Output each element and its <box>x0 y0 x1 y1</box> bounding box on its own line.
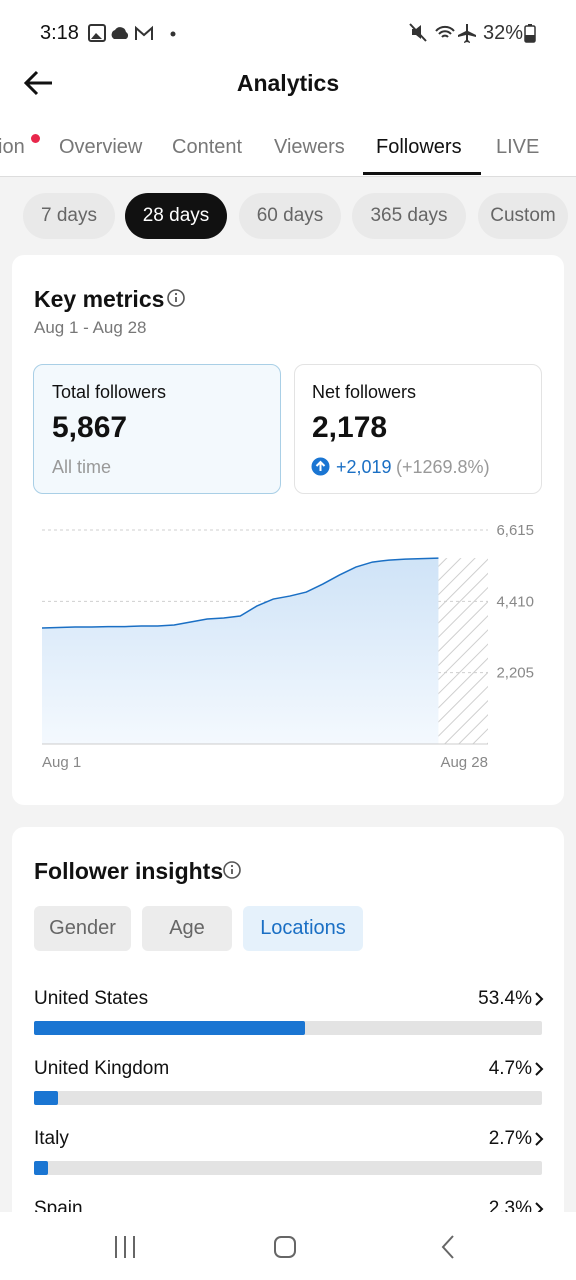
location-percent: 4.7% <box>488 1058 532 1079</box>
x-tick-label: Aug 28 <box>440 754 488 771</box>
y-tick-label: 2,205 <box>496 665 534 682</box>
metric-label: Net followers <box>312 382 417 402</box>
insight-tab[interactable]: Locations <box>243 906 363 951</box>
locations-clip: United States 53.4% United Kingdom 4.7% Ital… <box>0 980 576 1212</box>
top-bar <box>0 0 576 177</box>
location-percent: 2.3% <box>488 1198 532 1212</box>
tab[interactable]: LIVE <box>496 136 540 158</box>
status-time: 3:18 <box>40 22 79 44</box>
tab[interactable]: Followers <box>376 136 462 158</box>
location-name: United States <box>34 988 149 1009</box>
tab[interactable]: Content <box>172 136 243 158</box>
nav-bar <box>0 1212 576 1280</box>
bar-track <box>34 1161 542 1175</box>
bar-track <box>34 1091 542 1105</box>
insight-tab[interactable]: Age <box>142 906 232 951</box>
tab[interactable]: Viewers <box>274 136 345 158</box>
chevron[interactable] <box>534 1201 544 1212</box>
status-icons-right <box>409 23 476 43</box>
notification-dot <box>31 134 40 143</box>
range-pill[interactable]: 7 days <box>23 193 115 239</box>
info-icon[interactable] <box>222 860 242 880</box>
chevron[interactable] <box>534 991 544 1007</box>
range-pill[interactable]: 28 days <box>125 193 227 239</box>
y-tick-label: 4,410 <box>496 593 534 610</box>
status-icons <box>88 24 176 42</box>
metric-value: 2,178 <box>312 411 388 444</box>
up-icon <box>311 457 330 476</box>
metric-percent: (+1269.8%) <box>396 457 490 477</box>
location-name: United Kingdom <box>34 1058 170 1079</box>
tab-indicator <box>363 172 481 175</box>
nav-icons <box>115 1235 454 1259</box>
bar <box>34 1021 306 1035</box>
range-pill[interactable]: Custom <box>478 193 568 239</box>
follower-insights-card <box>12 827 564 1247</box>
y-tick-label: 6,615 <box>496 522 534 539</box>
incomplete-hatch <box>438 558 488 744</box>
metric-note: All time <box>52 457 112 477</box>
area <box>42 558 439 744</box>
chevron[interactable] <box>534 1131 544 1147</box>
location-percent: 2.7% <box>488 1128 532 1149</box>
bar <box>34 1161 48 1175</box>
battery-level: 32% <box>483 22 524 44</box>
battery-icon <box>524 24 536 43</box>
location-percent: 53.4% <box>478 988 532 1009</box>
insight-tab[interactable]: Gender <box>34 906 131 951</box>
total-followers-card[interactable] <box>33 364 281 494</box>
chevron[interactable] <box>534 1061 544 1077</box>
back-button[interactable] <box>22 68 56 98</box>
page-title: Analytics <box>236 70 340 96</box>
tab[interactable]: ion <box>0 136 25 158</box>
tab[interactable]: Overview <box>59 136 143 158</box>
metric-change: +2,019 <box>336 457 392 477</box>
section-title: Key metrics <box>34 286 165 312</box>
location-name: Italy <box>34 1128 69 1149</box>
metric-label: Total followers <box>52 382 167 402</box>
line <box>41 557 439 629</box>
net-followers-card[interactable] <box>294 364 542 494</box>
date-range: Aug 1 - Aug 28 <box>34 318 147 337</box>
location-name: Spain <box>34 1198 83 1212</box>
section-title: Follower insights <box>34 858 224 884</box>
x-tick-label: Aug 1 <box>42 754 81 771</box>
followers-chart: 2,205 4,410 6,615 Aug 1 Aug 28 <box>41 522 534 771</box>
range-pill[interactable]: 60 days <box>239 193 341 239</box>
metric-value: 5,867 <box>52 411 128 444</box>
info-icon[interactable] <box>166 288 186 308</box>
bar <box>34 1091 58 1105</box>
range-pill[interactable]: 365 days <box>352 193 466 239</box>
